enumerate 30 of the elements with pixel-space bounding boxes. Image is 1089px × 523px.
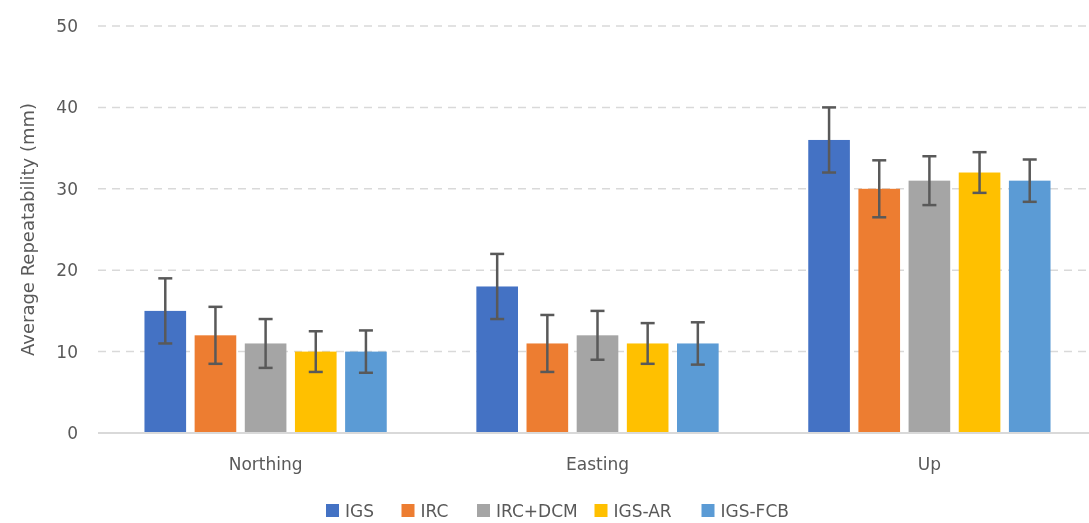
bar xyxy=(526,343,569,433)
bar xyxy=(808,139,850,433)
legend-label: IGS-FCB xyxy=(720,500,789,521)
bar xyxy=(576,335,619,433)
bar xyxy=(626,343,669,433)
y-axis-title: Average Repeatability (mm) xyxy=(17,102,38,357)
x-tick-label: Up xyxy=(917,453,942,474)
bar xyxy=(194,335,237,433)
x-tick-label: Northing xyxy=(228,453,303,474)
bar xyxy=(677,343,719,433)
bar xyxy=(908,180,951,433)
y-tick-label: 50 xyxy=(56,15,78,36)
bar xyxy=(244,343,287,433)
bar xyxy=(1008,180,1051,433)
legend-label: IRC xyxy=(420,500,449,521)
bar xyxy=(858,188,901,433)
bar xyxy=(958,172,1001,433)
x-tick-label: Easting xyxy=(566,453,629,474)
legend-label: IGS-AR xyxy=(613,500,672,521)
y-tick-label: 10 xyxy=(56,341,78,362)
legend-label: IRC+DCM xyxy=(496,500,578,521)
bar xyxy=(294,351,337,433)
y-tick-label: 30 xyxy=(56,178,78,199)
bar xyxy=(476,286,518,433)
bar xyxy=(345,351,387,433)
bar xyxy=(144,310,187,433)
y-tick-label: 20 xyxy=(56,260,78,281)
y-tick-label: 40 xyxy=(56,97,78,118)
y-tick-label: 0 xyxy=(67,422,78,443)
legend-label: IGS xyxy=(345,500,374,521)
